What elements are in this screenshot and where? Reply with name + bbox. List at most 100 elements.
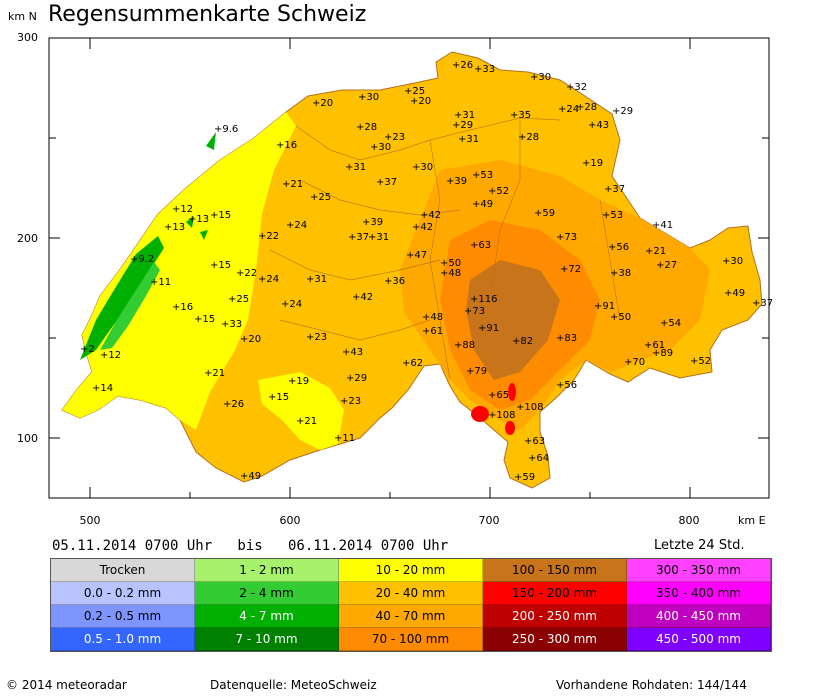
station-marker: +59: [534, 208, 555, 219]
legend-entry: 400 - 450 mm: [627, 605, 771, 628]
station-marker: +52: [488, 186, 509, 197]
station-value: +49: [240, 471, 261, 482]
station-marker: +35: [510, 110, 531, 121]
station-marker: +50: [610, 312, 631, 323]
zone-150-200mm: [508, 383, 516, 401]
station-marker: +48: [422, 312, 443, 323]
station-marker: +63: [524, 436, 545, 447]
station-value: +37: [752, 298, 773, 309]
station-marker: +56: [556, 380, 577, 391]
precipitation-map: +26 +33+30+32+20+30+25+20+9.6 +28+23+30+31…: [48, 37, 773, 499]
station-value: +30: [412, 162, 433, 173]
station-marker: +91: [594, 301, 615, 312]
station-marker: +56: [608, 242, 629, 253]
station-marker: +116: [470, 294, 497, 305]
station-marker: +9.2: [130, 254, 154, 265]
station-value: +42: [352, 292, 373, 303]
legend-entry: 2 - 4 mm: [195, 582, 339, 605]
station-marker: +24: [258, 274, 279, 285]
legend-entry: 0.5 - 1.0 mm: [51, 628, 195, 651]
y-tick: 200: [17, 232, 38, 245]
station-marker: +30: [412, 162, 433, 173]
zone-10-20mm: [258, 372, 344, 450]
station-marker: +30: [530, 72, 551, 83]
station-value: +32: [566, 82, 587, 93]
canton-borders: [269, 117, 621, 381]
y-tick: 100: [17, 432, 38, 445]
zone-10-20mm: [62, 112, 296, 430]
station-marker: +61: [644, 340, 665, 351]
station-marker: +61: [422, 326, 443, 337]
station-marker: +39: [362, 217, 383, 228]
station-marker: +88: [454, 340, 475, 351]
station-value: +70: [624, 357, 645, 368]
legend-entry: 100 - 150 mm: [483, 559, 627, 582]
station-marker: +20: [240, 334, 261, 345]
legend-entry: Trocken: [51, 559, 195, 582]
zone-150-200mm: [505, 421, 515, 435]
station-marker: +31: [368, 232, 389, 243]
station-value: +63: [470, 240, 491, 251]
station-value: +35: [510, 110, 531, 121]
station-value: +31: [345, 162, 366, 173]
station-value: +28: [356, 122, 377, 133]
zone-4-7mm: [186, 132, 216, 240]
raw-data-count: Vorhandene Rohdaten: 144/144: [556, 678, 747, 692]
station-marker: +20: [410, 96, 431, 107]
station-marker: +29: [346, 373, 367, 384]
station-marker: +49: [724, 288, 745, 299]
station-value: +52: [488, 186, 509, 197]
station-marker: +37: [376, 177, 397, 188]
station-marker: +22: [236, 268, 257, 279]
map-title: Regensummenkarte Schweiz: [48, 2, 367, 27]
station-marker: +21: [282, 179, 303, 190]
station-value: +29: [346, 373, 367, 384]
station-marker: +24: [281, 299, 302, 310]
station-marker: +33: [474, 64, 495, 75]
station-value: +20: [312, 98, 333, 109]
station-value: +38: [610, 268, 631, 279]
station-marker: +31: [306, 274, 327, 285]
station-marker: +23: [384, 132, 405, 143]
station-value: +12: [100, 350, 121, 361]
station-marker: +12: [172, 204, 193, 215]
legend-entry: 1 - 2 mm: [195, 559, 339, 582]
station-value: +28: [576, 102, 597, 113]
legend-entry: 0.2 - 0.5 mm: [51, 605, 195, 628]
station-marker: +21: [645, 246, 666, 257]
station-marker: +108: [516, 402, 543, 413]
station-value: +42: [412, 222, 433, 233]
station-marker: +50: [440, 258, 461, 269]
station-value: +43: [588, 120, 609, 131]
legend-entry: 150 - 200 mm: [483, 582, 627, 605]
station-marker: +47: [406, 250, 427, 261]
station-value: +88: [454, 340, 475, 351]
station-marker: +25: [310, 192, 331, 203]
station-value: +23: [306, 332, 327, 343]
station-marker: +21: [204, 368, 225, 379]
station-marker: +15: [210, 210, 231, 221]
station-marker: +32: [566, 82, 587, 93]
station-marker: +52: [690, 356, 711, 367]
station-value: +62: [402, 358, 423, 369]
station-marker: +36: [384, 276, 405, 287]
station-marker: +24: [558, 104, 579, 115]
station-value: +19: [582, 158, 603, 169]
station-value: +91: [594, 301, 615, 312]
legend-entry: 7 - 10 mm: [195, 628, 339, 651]
station-value: +12: [172, 204, 193, 215]
station-marker: +26: [223, 399, 244, 410]
station-marker: +19: [288, 376, 309, 387]
station-value: +24: [281, 299, 302, 310]
y-tick: 300: [17, 31, 38, 44]
time-window: Letzte 24 Std.: [654, 538, 745, 553]
station-value: +31: [368, 232, 389, 243]
station-marker: +25: [404, 86, 425, 97]
legend-entry: 250 - 300 mm: [483, 628, 627, 651]
station-value: +19: [288, 376, 309, 387]
station-marker: +31: [454, 110, 475, 121]
station-value: +56: [608, 242, 629, 253]
x-tick: 600: [279, 514, 301, 527]
station-marker: +53: [602, 210, 623, 221]
station-value: +25: [404, 86, 425, 97]
